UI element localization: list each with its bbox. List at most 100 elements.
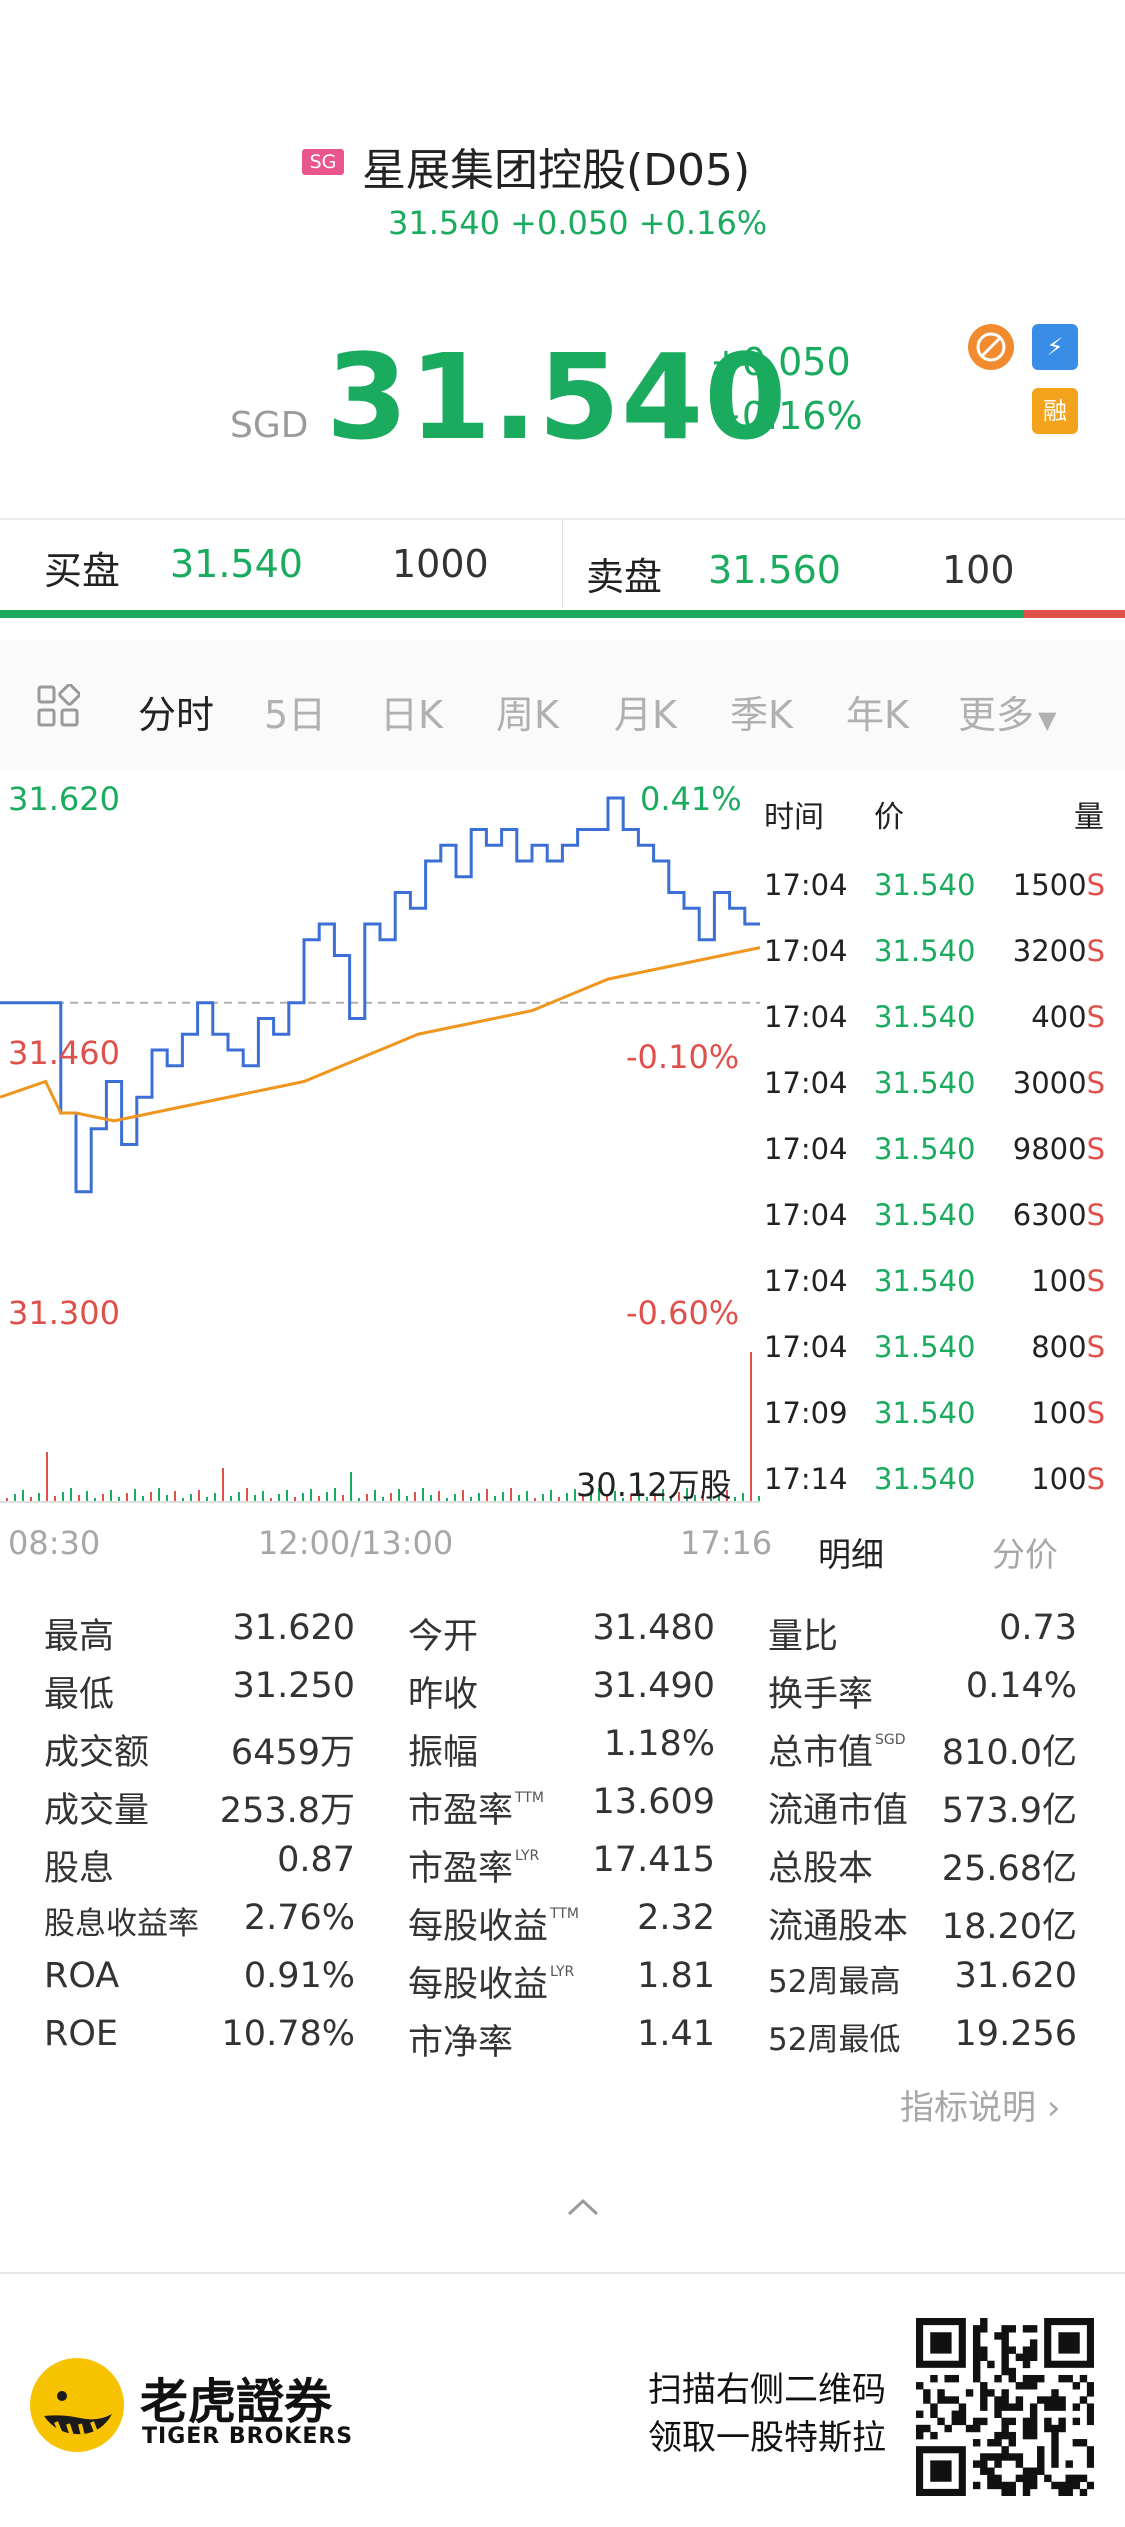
stat-label: ROA xyxy=(44,1956,119,1996)
volume-bar xyxy=(278,1494,280,1502)
tab-weekly-k[interactable]: 周K xyxy=(496,693,559,737)
bid-price: 31.540 xyxy=(170,542,303,586)
trades-header-time: 时间 xyxy=(764,800,824,835)
volume-bar xyxy=(54,1496,56,1502)
sub-quote: 31.540 +0.050 +0.16% xyxy=(388,204,767,242)
volume-bar xyxy=(358,1498,360,1502)
trade-side: S xyxy=(1086,1198,1105,1232)
volume-bar xyxy=(390,1493,392,1502)
volume-bar xyxy=(566,1493,568,1502)
x-label-end: 17:16 xyxy=(680,1524,773,1562)
tab-detail[interactable]: 明细 xyxy=(818,1535,884,1574)
volume-bar xyxy=(38,1493,40,1502)
volume-bar xyxy=(454,1494,456,1502)
stat-value: 6459万 xyxy=(230,1733,355,1773)
chart-tabs xyxy=(0,640,1125,770)
bid-ratio-bar xyxy=(0,610,1023,618)
stat-value: 810.0亿 xyxy=(941,1733,1077,1773)
stat-label-text: 最低 xyxy=(44,1675,115,1715)
indicator-link[interactable]: 指标说明 › xyxy=(900,2080,1060,2129)
stat-label-text: 总股本 xyxy=(768,1849,874,1889)
trade-time: 17:14 xyxy=(764,1462,848,1496)
volume-bar xyxy=(30,1497,32,1502)
qr-code-icon[interactable] xyxy=(916,2318,1094,2496)
volume-bar xyxy=(166,1495,168,1502)
volume-bar xyxy=(158,1488,160,1502)
volume-bar xyxy=(622,1498,624,1502)
stat-label-text: 股息 xyxy=(44,1849,115,1889)
trade-qty-value: 1500 xyxy=(1012,868,1087,902)
volume-bar xyxy=(6,1498,8,1502)
volume-bar xyxy=(102,1494,104,1502)
stat-label-text: 流通股本 xyxy=(768,1907,909,1947)
volume-bar xyxy=(582,1496,584,1502)
trade-price: 31.540 xyxy=(874,1462,976,1496)
stat-label-text: 每股收益 xyxy=(408,1965,549,2005)
stat-label-text: ROE xyxy=(44,2014,118,2054)
divider xyxy=(0,518,1125,520)
tab-quarterly-k[interactable]: 季K xyxy=(730,693,793,737)
volume-bar xyxy=(614,1491,616,1502)
collapse-chevron-icon[interactable] xyxy=(566,2196,600,2222)
stat-label-text: 昨收 xyxy=(408,1675,479,1715)
volume-bar xyxy=(46,1452,48,1502)
stat-label: 总市值 SGD xyxy=(768,1724,906,1775)
trade-time: 17:04 xyxy=(764,868,848,902)
volume-bar xyxy=(262,1491,264,1502)
stat-label: 股息收益率 xyxy=(44,1898,199,1943)
tab-daily-k[interactable]: 日K xyxy=(380,693,443,737)
volume-bar xyxy=(598,1488,600,1502)
hot-icon[interactable] xyxy=(968,324,1014,370)
volume-bar xyxy=(590,1492,592,1502)
bid-qty: 1000 xyxy=(392,542,489,586)
volume-bar xyxy=(670,1496,672,1502)
trade-qty-value: 9800 xyxy=(1012,1132,1087,1166)
volume-bar xyxy=(222,1468,224,1502)
volume-bar xyxy=(126,1493,128,1502)
tab-price-distribution[interactable]: 分价 xyxy=(992,1535,1058,1574)
intraday-chart[interactable] xyxy=(0,770,765,1510)
volume-bar xyxy=(70,1488,72,1502)
trade-side: S xyxy=(1086,1066,1105,1100)
stat-label: 52周最低 xyxy=(768,2014,900,2059)
flash-icon[interactable]: ⚡ xyxy=(1032,324,1078,370)
volume-bar xyxy=(574,1489,576,1502)
volume-bars xyxy=(6,1352,760,1502)
grid-icon[interactable] xyxy=(36,683,81,728)
tab-5day[interactable]: 5日 xyxy=(264,693,327,737)
tab-more[interactable]: 更多 ▼ xyxy=(958,684,1056,739)
stat-label-text: ROA xyxy=(44,1956,120,1996)
volume-bar xyxy=(750,1352,752,1502)
volume-bar xyxy=(686,1488,688,1502)
stat-label: 量比 xyxy=(768,1608,838,1659)
volume-bar xyxy=(726,1490,728,1502)
tab-intraday[interactable]: 分时 xyxy=(138,693,215,737)
stat-value: 0.91% xyxy=(243,1956,355,1996)
volume-bar xyxy=(630,1494,632,1502)
trade-qty: 6300S xyxy=(1013,1198,1105,1232)
stock-title: 星展集团控股(D05) xyxy=(362,145,751,196)
volume-bar xyxy=(238,1492,240,1502)
stat-value: 17.415 xyxy=(592,1840,715,1880)
margin-icon[interactable]: 融 xyxy=(1032,388,1078,434)
stat-label: 昨收 xyxy=(408,1666,478,1717)
bid-ask-divider xyxy=(562,520,563,608)
volume-bar xyxy=(382,1497,384,1502)
volume-bar xyxy=(478,1493,480,1502)
volume-bar xyxy=(254,1495,256,1502)
trade-qty: 800S xyxy=(1031,1330,1105,1364)
tab-monthly-k[interactable]: 月K xyxy=(614,693,677,737)
volume-bar xyxy=(150,1492,152,1502)
stat-label-text: 市净率 xyxy=(408,2023,514,2063)
tab-yearly-k[interactable]: 年K xyxy=(846,693,909,737)
volume-bar xyxy=(350,1472,352,1502)
volume-bar xyxy=(366,1494,368,1502)
stat-value: 2.32 xyxy=(637,1898,715,1938)
stat-value: 0.14% xyxy=(965,1666,1077,1706)
volume-bar xyxy=(342,1495,344,1502)
volume-bar xyxy=(534,1498,536,1502)
volume-bar xyxy=(414,1492,416,1502)
volume-bar xyxy=(470,1497,472,1502)
volume-bar xyxy=(542,1494,544,1502)
volume-bar xyxy=(422,1488,424,1502)
